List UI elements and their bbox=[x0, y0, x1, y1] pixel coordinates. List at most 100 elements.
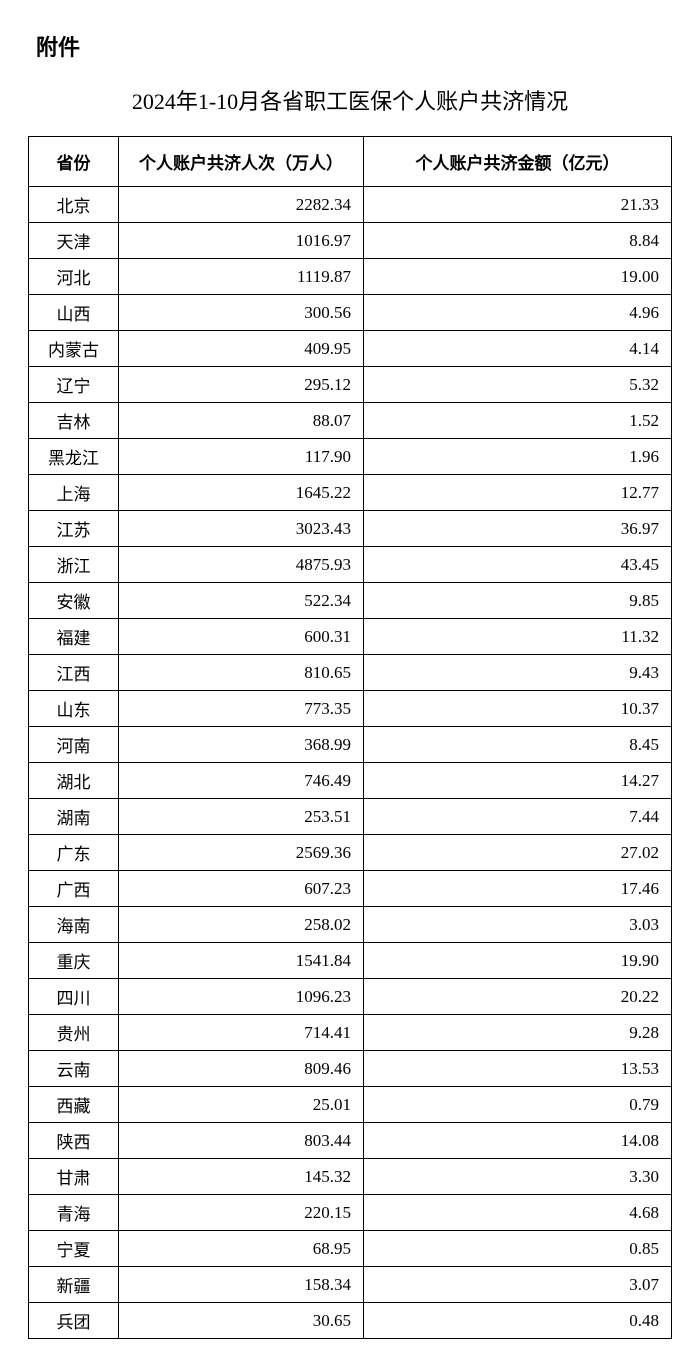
cell-count: 714.41 bbox=[119, 1015, 364, 1051]
cell-count: 2569.36 bbox=[119, 835, 364, 871]
cell-amount: 0.48 bbox=[364, 1303, 672, 1339]
cell-count: 607.23 bbox=[119, 871, 364, 907]
cell-count: 809.46 bbox=[119, 1051, 364, 1087]
cell-province: 福建 bbox=[29, 619, 119, 655]
cell-amount: 5.32 bbox=[364, 367, 672, 403]
cell-count: 773.35 bbox=[119, 691, 364, 727]
table-row: 内蒙古409.954.14 bbox=[29, 331, 672, 367]
table-row: 福建600.3111.32 bbox=[29, 619, 672, 655]
table-row: 西藏25.010.79 bbox=[29, 1087, 672, 1123]
table-row: 湖北746.4914.27 bbox=[29, 763, 672, 799]
cell-amount: 43.45 bbox=[364, 547, 672, 583]
table-header-row: 省份 个人账户共济人次（万人） 个人账户共济金额（亿元） bbox=[29, 137, 672, 187]
cell-count: 409.95 bbox=[119, 331, 364, 367]
cell-count: 88.07 bbox=[119, 403, 364, 439]
table-row: 天津1016.978.84 bbox=[29, 223, 672, 259]
cell-amount: 9.85 bbox=[364, 583, 672, 619]
cell-province: 湖南 bbox=[29, 799, 119, 835]
table-row: 江苏3023.4336.97 bbox=[29, 511, 672, 547]
cell-province: 北京 bbox=[29, 187, 119, 223]
cell-count: 803.44 bbox=[119, 1123, 364, 1159]
cell-amount: 9.43 bbox=[364, 655, 672, 691]
table-row: 海南258.023.03 bbox=[29, 907, 672, 943]
table-row: 兵团30.650.48 bbox=[29, 1303, 672, 1339]
table-row: 山东773.3510.37 bbox=[29, 691, 672, 727]
cell-amount: 4.68 bbox=[364, 1195, 672, 1231]
cell-province: 黑龙江 bbox=[29, 439, 119, 475]
cell-count: 258.02 bbox=[119, 907, 364, 943]
table-row: 湖南253.517.44 bbox=[29, 799, 672, 835]
table-row: 山西300.564.96 bbox=[29, 295, 672, 331]
table-row: 云南809.4613.53 bbox=[29, 1051, 672, 1087]
table-row: 吉林88.071.52 bbox=[29, 403, 672, 439]
cell-province: 重庆 bbox=[29, 943, 119, 979]
cell-amount: 3.03 bbox=[364, 907, 672, 943]
cell-province: 贵州 bbox=[29, 1015, 119, 1051]
cell-count: 158.34 bbox=[119, 1267, 364, 1303]
cell-count: 1096.23 bbox=[119, 979, 364, 1015]
attachment-label: 附件 bbox=[36, 30, 672, 62]
cell-amount: 8.45 bbox=[364, 727, 672, 763]
cell-count: 1016.97 bbox=[119, 223, 364, 259]
cell-count: 30.65 bbox=[119, 1303, 364, 1339]
cell-amount: 14.08 bbox=[364, 1123, 672, 1159]
cell-count: 117.90 bbox=[119, 439, 364, 475]
cell-amount: 4.96 bbox=[364, 295, 672, 331]
data-table: 省份 个人账户共济人次（万人） 个人账户共济金额（亿元） 北京2282.3421… bbox=[28, 136, 672, 1339]
cell-province: 山东 bbox=[29, 691, 119, 727]
table-row: 辽宁295.125.32 bbox=[29, 367, 672, 403]
cell-amount: 0.85 bbox=[364, 1231, 672, 1267]
table-row: 四川1096.2320.22 bbox=[29, 979, 672, 1015]
cell-province: 山西 bbox=[29, 295, 119, 331]
cell-province: 海南 bbox=[29, 907, 119, 943]
cell-province: 上海 bbox=[29, 475, 119, 511]
cell-count: 220.15 bbox=[119, 1195, 364, 1231]
cell-province: 江苏 bbox=[29, 511, 119, 547]
table-row: 河北1119.8719.00 bbox=[29, 259, 672, 295]
cell-province: 兵团 bbox=[29, 1303, 119, 1339]
cell-amount: 10.37 bbox=[364, 691, 672, 727]
page-title: 2024年1-10月各省职工医保个人账户共济情况 bbox=[28, 84, 672, 116]
cell-count: 522.34 bbox=[119, 583, 364, 619]
cell-province: 云南 bbox=[29, 1051, 119, 1087]
cell-amount: 0.79 bbox=[364, 1087, 672, 1123]
cell-amount: 4.14 bbox=[364, 331, 672, 367]
cell-amount: 13.53 bbox=[364, 1051, 672, 1087]
cell-amount: 1.96 bbox=[364, 439, 672, 475]
table-row: 重庆1541.8419.90 bbox=[29, 943, 672, 979]
cell-count: 1645.22 bbox=[119, 475, 364, 511]
cell-province: 江西 bbox=[29, 655, 119, 691]
cell-count: 2282.34 bbox=[119, 187, 364, 223]
cell-amount: 20.22 bbox=[364, 979, 672, 1015]
cell-amount: 3.30 bbox=[364, 1159, 672, 1195]
cell-province: 安徽 bbox=[29, 583, 119, 619]
cell-count: 4875.93 bbox=[119, 547, 364, 583]
cell-amount: 9.28 bbox=[364, 1015, 672, 1051]
col-header-province: 省份 bbox=[29, 137, 119, 187]
table-row: 甘肃145.323.30 bbox=[29, 1159, 672, 1195]
table-row: 广东2569.3627.02 bbox=[29, 835, 672, 871]
cell-amount: 27.02 bbox=[364, 835, 672, 871]
cell-amount: 3.07 bbox=[364, 1267, 672, 1303]
table-row: 广西607.2317.46 bbox=[29, 871, 672, 907]
cell-count: 25.01 bbox=[119, 1087, 364, 1123]
cell-count: 145.32 bbox=[119, 1159, 364, 1195]
cell-province: 四川 bbox=[29, 979, 119, 1015]
cell-province: 宁夏 bbox=[29, 1231, 119, 1267]
table-row: 北京2282.3421.33 bbox=[29, 187, 672, 223]
cell-amount: 19.90 bbox=[364, 943, 672, 979]
cell-count: 3023.43 bbox=[119, 511, 364, 547]
cell-amount: 11.32 bbox=[364, 619, 672, 655]
cell-count: 295.12 bbox=[119, 367, 364, 403]
cell-count: 253.51 bbox=[119, 799, 364, 835]
cell-amount: 17.46 bbox=[364, 871, 672, 907]
table-row: 陕西803.4414.08 bbox=[29, 1123, 672, 1159]
table-row: 浙江4875.9343.45 bbox=[29, 547, 672, 583]
table-row: 贵州714.419.28 bbox=[29, 1015, 672, 1051]
cell-amount: 8.84 bbox=[364, 223, 672, 259]
cell-count: 368.99 bbox=[119, 727, 364, 763]
cell-count: 600.31 bbox=[119, 619, 364, 655]
table-row: 河南368.998.45 bbox=[29, 727, 672, 763]
table-row: 安徽522.349.85 bbox=[29, 583, 672, 619]
cell-amount: 21.33 bbox=[364, 187, 672, 223]
